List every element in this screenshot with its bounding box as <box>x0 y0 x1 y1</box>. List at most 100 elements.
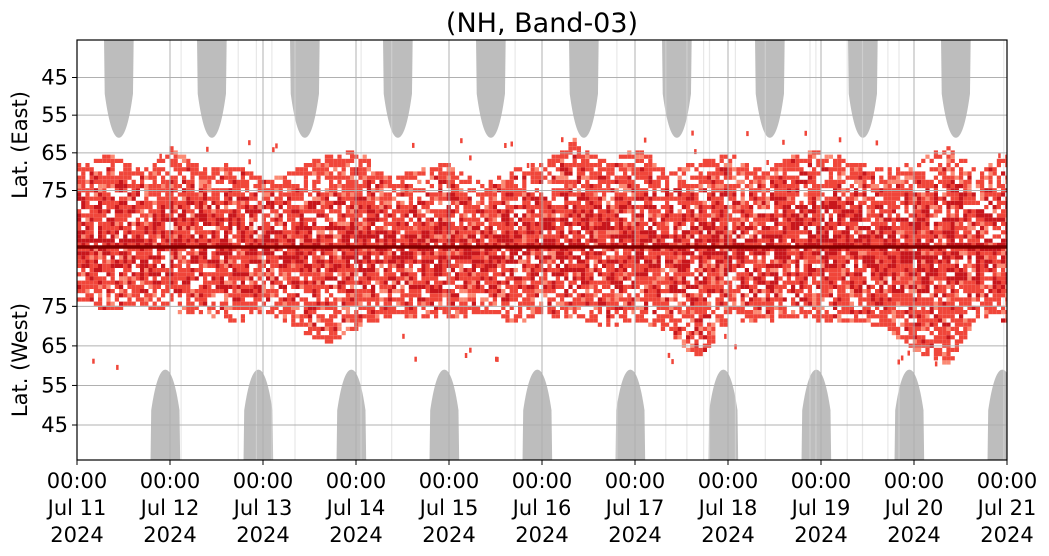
activity-cell <box>400 263 405 268</box>
activity-cell <box>576 179 581 184</box>
activity-cell <box>375 205 380 210</box>
activity-cell <box>614 221 619 226</box>
activity-cell <box>627 226 632 231</box>
activity-cell <box>501 200 506 205</box>
activity-cell <box>102 305 107 310</box>
activity-cell <box>690 230 695 235</box>
activity-cell <box>543 259 548 264</box>
activity-cell <box>438 230 443 235</box>
activity-cell <box>585 301 590 306</box>
activity-cell <box>438 280 443 285</box>
activity-cell <box>110 167 115 172</box>
activity-cell <box>379 297 384 302</box>
activity-cell <box>694 255 699 260</box>
activity-cell <box>585 154 590 159</box>
activity-cell <box>232 234 237 239</box>
activity-cell <box>740 226 745 231</box>
activity-cell <box>707 268 712 273</box>
activity-cell <box>350 196 355 201</box>
activity-cell <box>198 293 203 298</box>
activity-cell <box>219 276 224 281</box>
activity-cell <box>161 200 166 205</box>
activity-cell <box>417 259 422 264</box>
activity-cell <box>480 301 485 306</box>
activity-cell <box>295 322 300 327</box>
activity-cell <box>190 196 195 201</box>
activity-cell <box>152 184 157 189</box>
activity-cell <box>459 305 464 310</box>
activity-cell <box>610 305 615 310</box>
activity-cell <box>669 284 674 289</box>
activity-cell <box>358 242 363 247</box>
activity-cell <box>341 184 346 189</box>
activity-cell <box>501 314 506 319</box>
activity-cell <box>660 322 665 327</box>
activity-cell <box>656 213 661 218</box>
activity-cell <box>690 213 695 218</box>
activity-cell <box>694 226 699 231</box>
activity-cell <box>543 272 548 277</box>
activity-cell <box>190 221 195 226</box>
activity-cell <box>169 184 174 189</box>
activity-cell <box>350 276 355 281</box>
activity-cell <box>127 221 132 226</box>
activity-cell <box>681 217 686 222</box>
activity-cell <box>560 217 565 222</box>
activity-cell <box>131 284 136 289</box>
activity-cell <box>299 322 304 327</box>
activity-cell <box>648 154 653 159</box>
activity-cell <box>110 175 115 180</box>
activity-cell <box>471 238 476 243</box>
activity-cell <box>694 200 699 205</box>
activity-cell <box>371 213 376 218</box>
activity-cell <box>677 175 682 180</box>
activity-cell <box>190 268 195 273</box>
activity-cell <box>291 196 296 201</box>
activity-cell <box>392 209 397 214</box>
activity-cell <box>547 255 552 260</box>
activity-cell <box>610 314 615 319</box>
activity-cell <box>677 259 682 264</box>
activity-cell <box>232 268 237 273</box>
activity-cell <box>392 305 397 310</box>
activity-cell <box>89 297 94 302</box>
activity-cell <box>161 268 166 273</box>
activity-cell <box>606 259 611 264</box>
activity-cell <box>102 221 107 226</box>
activity-cell <box>266 238 271 243</box>
activity-cell <box>236 213 241 218</box>
activity-cell <box>383 209 388 214</box>
activity-cell <box>597 238 602 243</box>
activity-cell <box>715 284 720 289</box>
activity-cell <box>287 255 292 260</box>
activity-cell <box>434 280 439 285</box>
activity-cell <box>236 255 241 260</box>
activity-cell <box>623 234 628 239</box>
activity-cell <box>648 205 653 210</box>
activity-cell <box>207 280 212 285</box>
activity-cell <box>320 263 325 268</box>
activity-cell <box>753 175 758 180</box>
activity-cell <box>576 217 581 222</box>
activity-cell <box>715 318 720 323</box>
activity-cell <box>656 314 661 319</box>
activity-cell <box>652 268 657 273</box>
activity-cell <box>316 335 321 340</box>
activity-cell <box>450 196 455 201</box>
activity-cell <box>282 268 287 273</box>
activity-cell <box>471 255 476 260</box>
activity-cell <box>253 255 258 260</box>
activity-cell <box>341 158 346 163</box>
activity-cell <box>513 293 518 298</box>
activity-cell <box>337 268 342 273</box>
activity-cell <box>236 268 241 273</box>
activity-cell <box>778 247 783 252</box>
activity-cell <box>455 184 460 189</box>
activity-cell <box>186 242 191 247</box>
activity-cell <box>345 242 350 247</box>
activity-cell <box>442 226 447 231</box>
activity-cell <box>320 163 325 168</box>
activity-cell <box>383 234 388 239</box>
activity-cell <box>198 301 203 306</box>
activity-cell <box>698 226 703 231</box>
